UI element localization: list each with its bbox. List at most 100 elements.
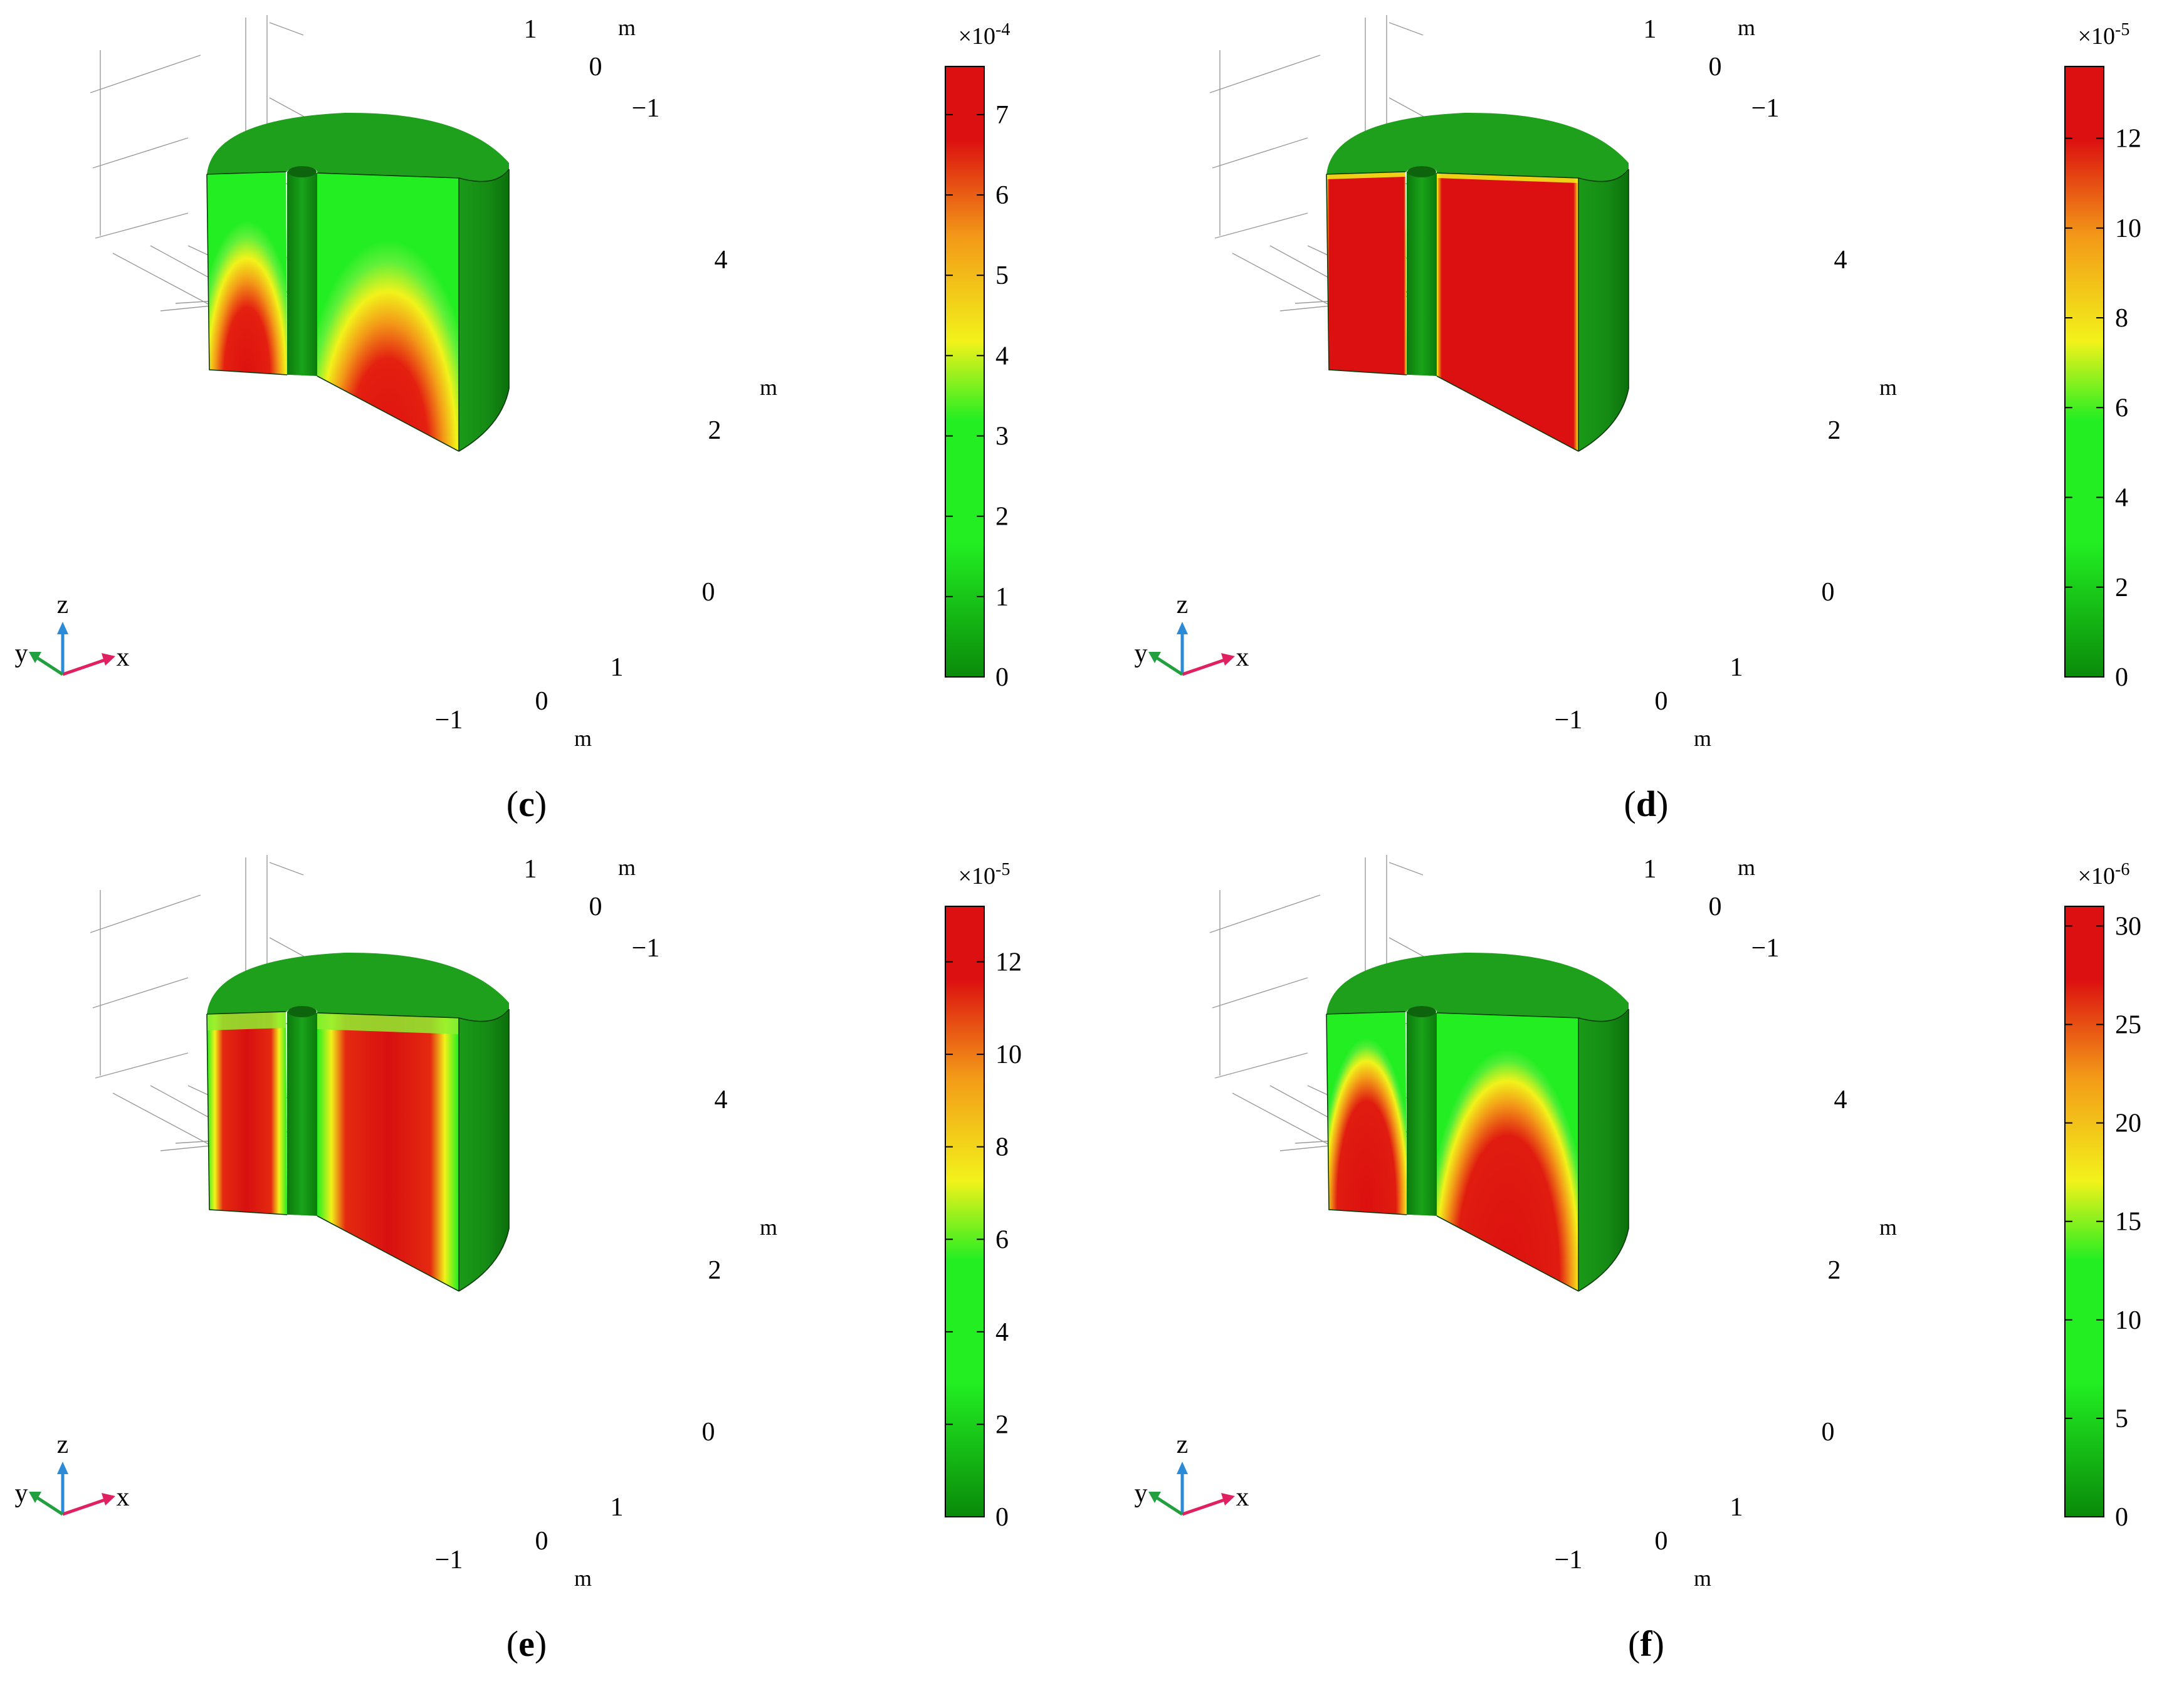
cut-face-left-field	[1326, 1012, 1407, 1215]
axis-triad: z x y	[15, 590, 130, 676]
colorbar-tick-label: 8	[995, 1133, 1009, 1162]
tick-back-0: 0	[589, 893, 602, 921]
triad-x-label: x	[117, 1483, 130, 1512]
grid-line	[1232, 1092, 1346, 1154]
caption-open: (	[507, 783, 518, 824]
tick-z-2: 2	[708, 1256, 722, 1285]
tick-back-neg1: −1	[1751, 94, 1780, 123]
cylinder-outer-wall	[459, 169, 509, 451]
triad-x-arrow	[1182, 657, 1227, 676]
triad-y-arrow	[1156, 656, 1184, 676]
colorbar-exponent-power: -5	[2115, 20, 2129, 39]
cylinder-geometry	[206, 952, 510, 1292]
grid-line	[1212, 137, 1308, 169]
colorbar-exponent-power: -6	[2115, 860, 2129, 879]
unit-front: m	[574, 726, 592, 751]
inner-core	[1407, 1012, 1437, 1216]
grid-line	[95, 1052, 189, 1079]
colorbar-exponent-power: -5	[995, 860, 1010, 879]
triad-x-head	[1221, 1493, 1235, 1506]
triad-y-head	[29, 1492, 41, 1503]
tick-z-4: 4	[1834, 1086, 1847, 1114]
colorbar: ×10-6 0 5 10 15 20 25 30	[2064, 860, 2141, 1532]
cut-face-right-field	[1437, 173, 1578, 451]
colorbar-tick-label: 20	[2115, 1109, 2141, 1138]
inner-core	[287, 172, 317, 376]
tick-front-neg1: −1	[1555, 706, 1583, 735]
colorbar-bar	[2064, 906, 2104, 1517]
colorbar-tick-label: 12	[995, 948, 1022, 977]
caption-letter: e	[518, 1623, 535, 1664]
grid-line	[112, 253, 226, 314]
colorbar-tick-label: 10	[995, 1040, 1022, 1069]
grid-line	[112, 1092, 226, 1154]
triad-z-label: z	[57, 590, 69, 619]
tick-front-1: 1	[1730, 1493, 1743, 1522]
inner-core	[287, 1012, 317, 1216]
caption-close: )	[1656, 783, 1668, 824]
triad-x-head	[102, 1493, 115, 1506]
colorbar-tick-label: 25	[2115, 1011, 2141, 1040]
colorbar: ×10-5 0 2 4 6 8 10 12	[2064, 20, 2141, 692]
inner-core-top	[1407, 1006, 1436, 1017]
unit-z: m	[760, 375, 777, 400]
triad-x-head	[1221, 653, 1235, 666]
inner-core-top	[288, 1006, 317, 1017]
caption-open: (	[507, 1623, 518, 1664]
cylinder-top-cap	[207, 952, 509, 1022]
triad-y-label: y	[15, 1479, 28, 1508]
colorbar-tick-label: 0	[2115, 663, 2128, 692]
colorbar-tick-label: 2	[995, 1410, 1009, 1439]
grid-line	[1232, 253, 1346, 314]
caption-close: )	[535, 783, 547, 824]
tick-front-0: 0	[1655, 687, 1668, 716]
inner-core-bottom	[288, 375, 317, 382]
grid-line	[1212, 977, 1308, 1008]
colorbar-tick-label: 30	[2115, 912, 2141, 941]
triad-x-label: x	[117, 643, 130, 672]
cylinder	[1326, 112, 1629, 452]
inner-core-bottom	[1407, 375, 1437, 382]
tick-back-0: 0	[589, 53, 602, 81]
triad-y-label: y	[15, 639, 28, 668]
tick-front-0: 0	[1655, 1527, 1668, 1556]
triad-z-label: z	[1177, 590, 1189, 619]
cylinder	[206, 112, 510, 452]
cylinder-geometry	[206, 112, 510, 452]
colorbar-exponent: ×10-6	[2078, 860, 2130, 889]
grid-line	[92, 137, 189, 169]
colorbar-tick-label: 3	[995, 422, 1009, 451]
axis-triad: z x y	[1135, 590, 1249, 676]
cylinder-top-cap	[1326, 952, 1629, 1022]
cylinder-geometry	[1326, 952, 1629, 1292]
cylinder-outer-wall	[1578, 1009, 1629, 1291]
tick-back-1: 1	[1644, 855, 1657, 884]
colorbar: ×10-5 0 2 4 6 8 10 12	[945, 860, 1022, 1532]
triad-y-arrow	[36, 1496, 64, 1516]
colorbar-exponent: ×10-4	[958, 20, 1011, 50]
tick-back-neg1: −1	[632, 94, 660, 123]
cylinder-outline	[1326, 169, 1629, 452]
tick-back-1: 1	[524, 15, 537, 44]
axis-triad: z x y	[15, 1430, 130, 1516]
colorbar-tick-label: 15	[2115, 1208, 2141, 1237]
cut-face-top-fade	[317, 1013, 459, 1034]
colorbar-tick-label: 5	[995, 261, 1009, 290]
grid-line	[1209, 894, 1321, 933]
tick-front-neg1: −1	[435, 1546, 463, 1574]
cylinder-outline	[206, 1008, 510, 1292]
triad-z-label: z	[1177, 1430, 1189, 1459]
tick-z-0: 0	[1822, 1418, 1835, 1447]
cut-face-top-fade	[207, 1012, 286, 1030]
colorbar-tick-label: 4	[995, 1318, 1009, 1347]
colorbar-tick-label: 6	[995, 181, 1009, 210]
triad-y-arrow	[36, 656, 64, 676]
inner-core-bottom	[1407, 1215, 1437, 1222]
tick-z-2: 2	[708, 416, 722, 445]
colorbar-tick-label: 8	[2115, 304, 2128, 333]
triad-z-head	[1177, 1462, 1188, 1474]
